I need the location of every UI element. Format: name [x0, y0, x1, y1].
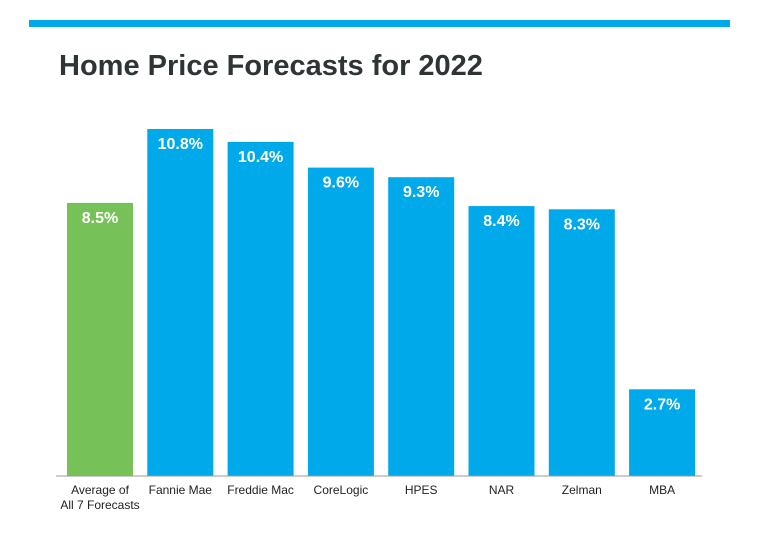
bar-0: [67, 202, 133, 476]
bar-4: [388, 177, 455, 476]
category-label-6: Zelman: [562, 483, 602, 497]
category-label-7: MBA: [649, 483, 675, 497]
bar-value-label-2: 10.4%: [238, 149, 283, 166]
bar-5: [468, 206, 535, 476]
bar-value-label-7: 2.7%: [644, 396, 680, 413]
category-label-5: NAR: [489, 483, 515, 497]
bar-6: [548, 209, 615, 477]
bar-7: [629, 389, 696, 477]
bar-value-label-4: 9.3%: [403, 184, 439, 201]
category-label-3: CoreLogic: [314, 483, 369, 497]
bar-value-label-6: 8.3%: [564, 216, 600, 233]
category-label-2: Freddie Mac: [227, 483, 294, 497]
top-accent-bar: [29, 20, 730, 27]
category-label-1: Fannie Mae: [149, 483, 213, 497]
bar-value-label-0: 8.5%: [82, 210, 118, 227]
bar-1: [147, 129, 214, 476]
bar-value-label-3: 9.6%: [323, 175, 359, 192]
bar-value-label-1: 10.8%: [158, 136, 203, 153]
category-label-4: HPES: [405, 483, 438, 497]
category-label-0-line-1: All 7 Forecasts: [60, 498, 139, 512]
bar-value-label-5: 8.4%: [483, 213, 519, 230]
bar-2: [227, 141, 294, 476]
bar-3: [307, 167, 374, 476]
category-label-0-line-0: Average of: [71, 483, 129, 497]
chart-title: Home Price Forecasts for 2022: [59, 50, 483, 82]
